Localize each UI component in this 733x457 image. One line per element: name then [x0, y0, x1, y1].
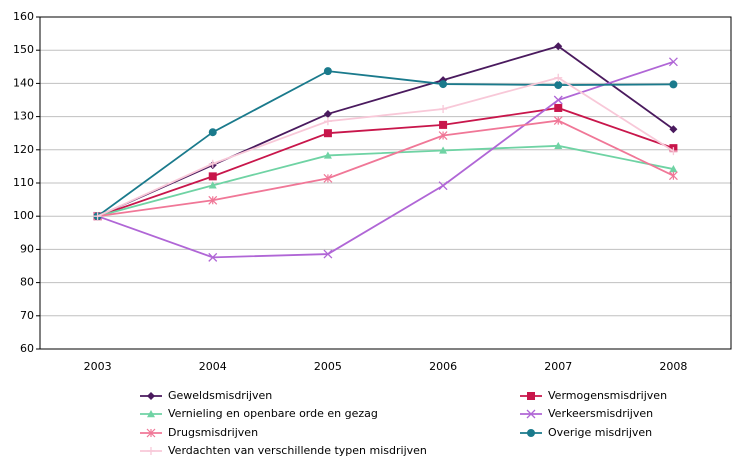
legend-label: Geweldsmisdrijven: [168, 389, 272, 402]
legend-label: Drugsmisdrijven: [168, 426, 258, 439]
y-tick-label: 70: [20, 309, 34, 322]
data-point: [668, 57, 678, 67]
data-point: [438, 181, 448, 191]
data-point: [439, 80, 448, 89]
legend-label: Vernieling en openbare orde en gezag: [168, 407, 378, 420]
y-tick-label: 100: [13, 209, 34, 222]
y-tick-label: 120: [13, 143, 34, 156]
data-point: [208, 128, 217, 137]
series-line: [97, 76, 674, 218]
data-point: [208, 159, 217, 168]
legend-label: Vermogensmisdrijven: [548, 389, 667, 402]
x-tick-label: 2008: [659, 360, 687, 373]
data-point: [208, 172, 217, 181]
data-point: [554, 42, 563, 51]
y-tick-label: 80: [20, 276, 34, 289]
series-line: [97, 107, 674, 218]
y-tick-label: 160: [13, 10, 34, 23]
y-tick-label: 140: [13, 76, 34, 89]
data-point: [208, 252, 218, 262]
plot-border: [39, 16, 732, 350]
y-tick-label: 150: [13, 43, 34, 56]
data-point: [554, 141, 563, 150]
y-tick-label: 90: [20, 242, 34, 255]
series-line: [97, 119, 674, 218]
data-point: [439, 120, 448, 129]
legend-label: Verdachten van verschillende typen misdr…: [168, 444, 427, 457]
legend-marker: [147, 392, 155, 400]
data-point: [554, 103, 563, 112]
data-point: [553, 95, 563, 105]
data-point: [323, 173, 333, 183]
data-point: [323, 249, 333, 259]
legend-marker: [526, 409, 536, 419]
legend-label: Verkeersmisdrijven: [548, 407, 653, 420]
x-tick-label: 2006: [429, 360, 457, 373]
data-point: [93, 212, 102, 221]
legend-marker: [527, 392, 535, 400]
data-point: [323, 117, 332, 126]
data-point: [323, 67, 332, 76]
data-point: [669, 165, 678, 173]
x-tick-label: 2004: [199, 360, 227, 373]
data-point: [669, 147, 678, 156]
y-tick-label: 110: [13, 176, 34, 189]
data-point: [208, 195, 218, 205]
data-point: [323, 151, 332, 159]
data-point: [669, 80, 678, 89]
data-point: [323, 129, 332, 138]
data-point: [438, 131, 448, 140]
legend-marker: [147, 410, 155, 418]
x-tick-label: 2007: [544, 360, 572, 373]
y-tick-label: 130: [13, 110, 34, 123]
x-tick-label: 2005: [314, 360, 342, 373]
data-point: [208, 181, 217, 189]
data-point: [668, 171, 678, 181]
data-point: [323, 109, 332, 118]
legend-marker: [527, 429, 535, 437]
y-tick-label: 60: [20, 342, 34, 355]
series-line: [97, 70, 674, 217]
series-line: [97, 144, 674, 218]
data-point: [554, 73, 563, 82]
data-point: [439, 104, 448, 113]
series-line: [97, 60, 674, 259]
legend-marker: [147, 447, 155, 455]
legend-marker: [146, 428, 156, 438]
data-point: [553, 116, 563, 126]
legend-label: Overige misdrijven: [548, 426, 652, 439]
data-point: [554, 81, 563, 90]
x-tick-label: 2003: [84, 360, 112, 373]
data-point: [439, 146, 448, 154]
series-line: [97, 45, 674, 218]
data-point: [669, 125, 678, 134]
